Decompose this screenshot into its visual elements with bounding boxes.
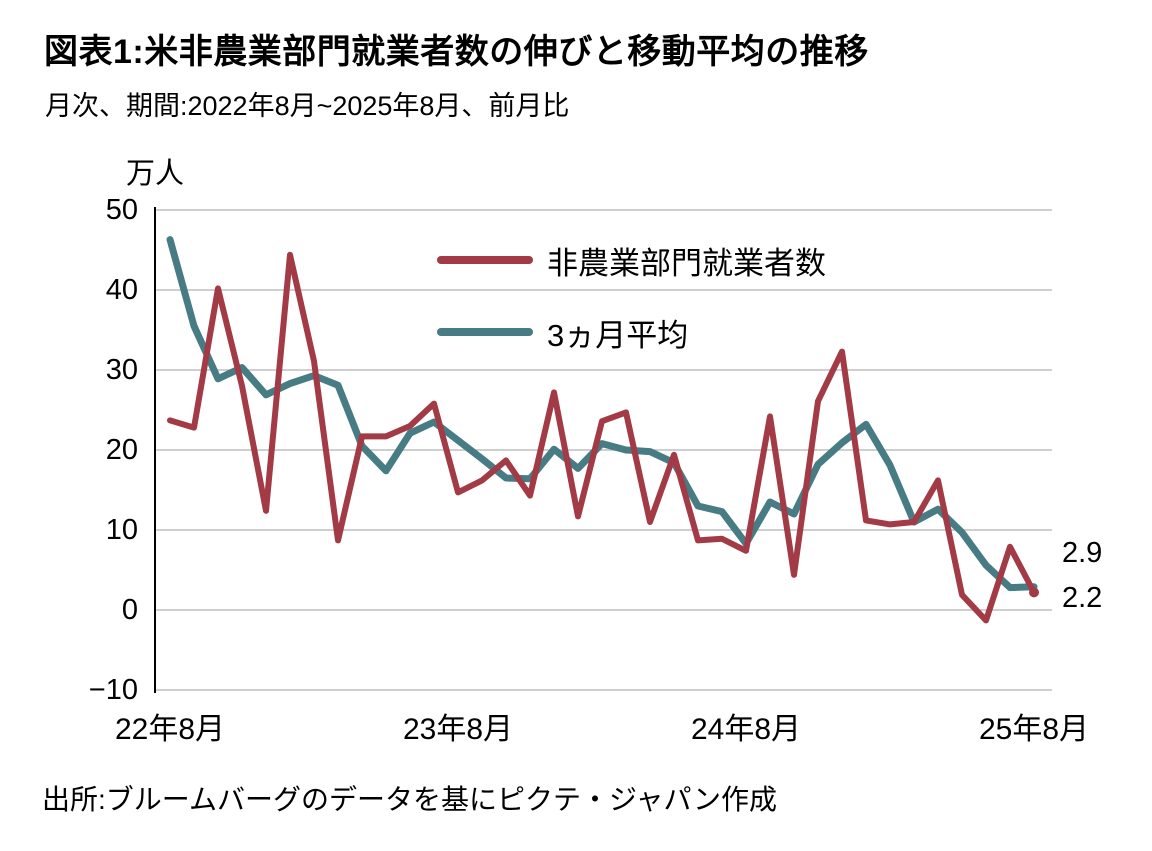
payrolls-endpoint-dot bbox=[1029, 587, 1039, 598]
chart-subtitle: 月次、期間:2022年8月~2025年8月、前月比 bbox=[45, 91, 570, 121]
end-value-payrolls: 2.2 bbox=[1062, 582, 1103, 614]
y-axis-unit-label: 万人 bbox=[126, 158, 185, 190]
y-tick-label: 50 bbox=[105, 194, 138, 226]
x-tick-label: 25年8月 bbox=[978, 713, 1090, 746]
y-tick-label: 0 bbox=[121, 594, 138, 626]
y-tick-label: 30 bbox=[105, 354, 138, 386]
end-value-moving-average: 2.9 bbox=[1062, 537, 1103, 569]
y-tick-label: 40 bbox=[105, 274, 138, 306]
legend-swatch-payrolls bbox=[437, 256, 533, 264]
payrolls-line bbox=[167, 251, 1037, 624]
y-tick-label: 10 bbox=[105, 514, 138, 546]
page-title: 図表1:米非農業部門就業者数の伸びと移動平均の推移 bbox=[44, 33, 869, 71]
x-tick-label: 23年8月 bbox=[402, 713, 514, 746]
x-tick-label: 22年8月 bbox=[114, 713, 226, 746]
legend-label-moving-average: 3ヵ月平均 bbox=[547, 318, 689, 353]
y-tick-label: −10 bbox=[88, 674, 138, 706]
legend-label-payrolls: 非農業部門就業者数 bbox=[547, 246, 826, 281]
source-note: 出所:ブルームバーグのデータを基にピクテ・ジャパン作成 bbox=[42, 784, 777, 815]
y-tick-label: 20 bbox=[105, 434, 138, 466]
legend-swatch-moving-average bbox=[437, 328, 533, 336]
x-tick-label: 24年8月 bbox=[690, 713, 802, 746]
